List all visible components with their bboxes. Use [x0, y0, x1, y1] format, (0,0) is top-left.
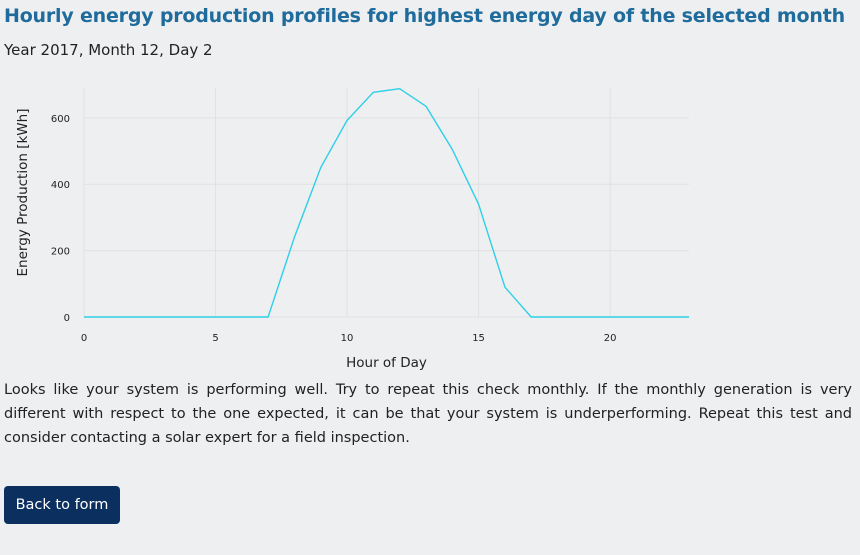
performance-message: Looks like your system is performing wel… — [4, 382, 852, 446]
x-tick-label: 15 — [472, 333, 485, 344]
energy-series-line — [84, 88, 689, 318]
x-axis-title: Hour of Day — [346, 355, 427, 371]
y-tick-label: 200 — [51, 247, 70, 258]
chart-grid — [83, 88, 689, 318]
y-axis-title: Energy Production [kWh] — [15, 109, 31, 277]
back-to-form-button[interactable]: Back to form — [4, 486, 120, 524]
page-title: Hourly energy production profiles for hi… — [4, 5, 845, 27]
x-tick-label: 20 — [604, 333, 617, 344]
y-tick-label: 0 — [64, 313, 70, 324]
y-tick-label: 400 — [51, 180, 70, 191]
y-tick-label: 600 — [51, 114, 70, 125]
chart-series — [84, 88, 689, 318]
energy-chart: 0 5 10 15 20 0 200 400 600 Energy Production [kW… — [0, 70, 860, 375]
x-tick-label: 0 — [81, 333, 87, 344]
date-subtitle: Year 2017, Month 12, Day 2 — [4, 41, 213, 59]
x-tick-label: 10 — [341, 333, 354, 344]
x-tick-label: 5 — [212, 333, 218, 344]
